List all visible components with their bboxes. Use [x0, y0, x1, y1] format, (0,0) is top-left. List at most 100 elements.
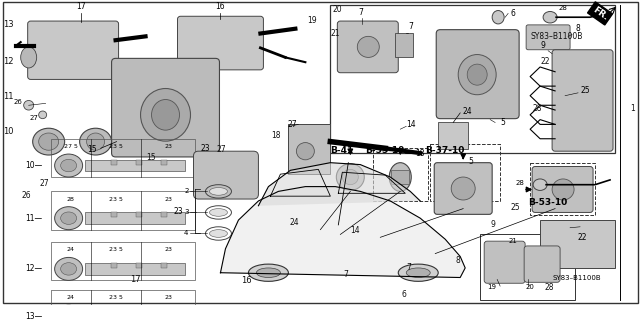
Text: 25: 25 — [511, 203, 520, 212]
Ellipse shape — [342, 169, 358, 185]
Text: 24: 24 — [290, 218, 300, 227]
Text: 23: 23 — [164, 295, 173, 300]
Text: 23: 23 — [164, 144, 173, 149]
Text: 27 5: 27 5 — [64, 144, 77, 149]
Bar — [530, 163, 595, 215]
Ellipse shape — [61, 159, 77, 172]
Ellipse shape — [337, 164, 364, 190]
Ellipse shape — [79, 128, 111, 155]
Ellipse shape — [398, 264, 438, 281]
Text: 19: 19 — [307, 16, 317, 25]
Bar — [136, 311, 141, 316]
Bar — [430, 144, 500, 201]
Text: 7: 7 — [408, 22, 413, 31]
Bar — [136, 212, 141, 217]
Text: 8: 8 — [456, 256, 460, 265]
FancyBboxPatch shape — [552, 50, 613, 151]
Ellipse shape — [54, 207, 83, 230]
Text: 11: 11 — [3, 92, 13, 101]
Text: 9: 9 — [540, 41, 545, 50]
Text: 27: 27 — [40, 179, 49, 188]
Ellipse shape — [20, 47, 36, 68]
Ellipse shape — [552, 179, 574, 200]
Ellipse shape — [451, 177, 475, 200]
Text: 24: 24 — [462, 107, 472, 115]
FancyBboxPatch shape — [532, 167, 593, 212]
Ellipse shape — [38, 111, 47, 119]
Bar — [84, 263, 184, 275]
Text: 9: 9 — [490, 220, 495, 229]
Ellipse shape — [543, 11, 557, 23]
Bar — [161, 160, 166, 165]
Text: 18: 18 — [271, 131, 280, 140]
Text: 12—: 12— — [26, 264, 43, 273]
FancyBboxPatch shape — [177, 16, 264, 70]
Ellipse shape — [38, 133, 59, 150]
FancyBboxPatch shape — [337, 21, 398, 73]
Bar — [51, 290, 195, 319]
Text: 27: 27 — [288, 120, 298, 129]
Ellipse shape — [33, 128, 65, 155]
Ellipse shape — [458, 55, 496, 95]
Text: FR.: FR. — [591, 5, 609, 22]
Text: 8: 8 — [575, 24, 580, 33]
Text: 24: 24 — [67, 295, 75, 300]
Bar — [136, 160, 141, 165]
Text: 14: 14 — [351, 226, 360, 235]
Text: 4: 4 — [184, 231, 189, 236]
Text: SY83–B1100B: SY83–B1100B — [553, 275, 602, 281]
Text: 22: 22 — [541, 56, 550, 65]
Text: 23 5: 23 5 — [109, 295, 122, 300]
FancyBboxPatch shape — [193, 151, 259, 199]
Bar — [84, 160, 184, 171]
Bar — [161, 311, 166, 316]
Text: 6: 6 — [401, 290, 406, 299]
Text: 7: 7 — [406, 263, 411, 271]
Text: 10: 10 — [3, 127, 13, 136]
Ellipse shape — [357, 36, 380, 57]
Ellipse shape — [209, 188, 227, 195]
Bar — [84, 212, 184, 224]
Ellipse shape — [248, 264, 289, 281]
Text: 2: 2 — [184, 189, 189, 194]
Ellipse shape — [54, 257, 83, 280]
Text: 23 5: 23 5 — [109, 144, 122, 149]
FancyBboxPatch shape — [526, 25, 570, 50]
Ellipse shape — [533, 179, 547, 190]
Text: 20: 20 — [333, 5, 342, 14]
Bar — [161, 263, 166, 268]
Text: 17: 17 — [76, 3, 85, 11]
FancyBboxPatch shape — [484, 241, 525, 283]
Text: 16: 16 — [216, 3, 225, 11]
Ellipse shape — [389, 163, 412, 191]
Bar — [330, 5, 615, 153]
Ellipse shape — [61, 310, 77, 319]
Text: 21: 21 — [331, 29, 340, 38]
Bar — [136, 263, 141, 268]
FancyBboxPatch shape — [111, 58, 220, 157]
Text: 15: 15 — [146, 153, 156, 162]
Text: 15: 15 — [87, 145, 97, 154]
Text: 22: 22 — [577, 233, 587, 242]
Ellipse shape — [467, 64, 487, 85]
Bar — [51, 242, 195, 280]
Text: 18: 18 — [415, 149, 425, 158]
Text: 5: 5 — [468, 157, 473, 166]
Text: 6: 6 — [510, 9, 515, 18]
FancyBboxPatch shape — [434, 163, 492, 214]
Text: 25: 25 — [580, 86, 589, 95]
Text: 20: 20 — [525, 284, 534, 290]
Ellipse shape — [141, 88, 191, 141]
Text: 3: 3 — [184, 210, 189, 215]
Ellipse shape — [492, 11, 504, 24]
Ellipse shape — [61, 263, 77, 275]
Text: B-55-10: B-55-10 — [365, 146, 404, 155]
Text: 14: 14 — [406, 120, 416, 129]
Bar — [161, 212, 166, 217]
Bar — [111, 311, 116, 316]
Ellipse shape — [54, 305, 83, 319]
Text: 28: 28 — [533, 104, 543, 113]
Bar — [373, 148, 428, 201]
Text: 17: 17 — [130, 275, 140, 284]
Polygon shape — [259, 163, 420, 206]
